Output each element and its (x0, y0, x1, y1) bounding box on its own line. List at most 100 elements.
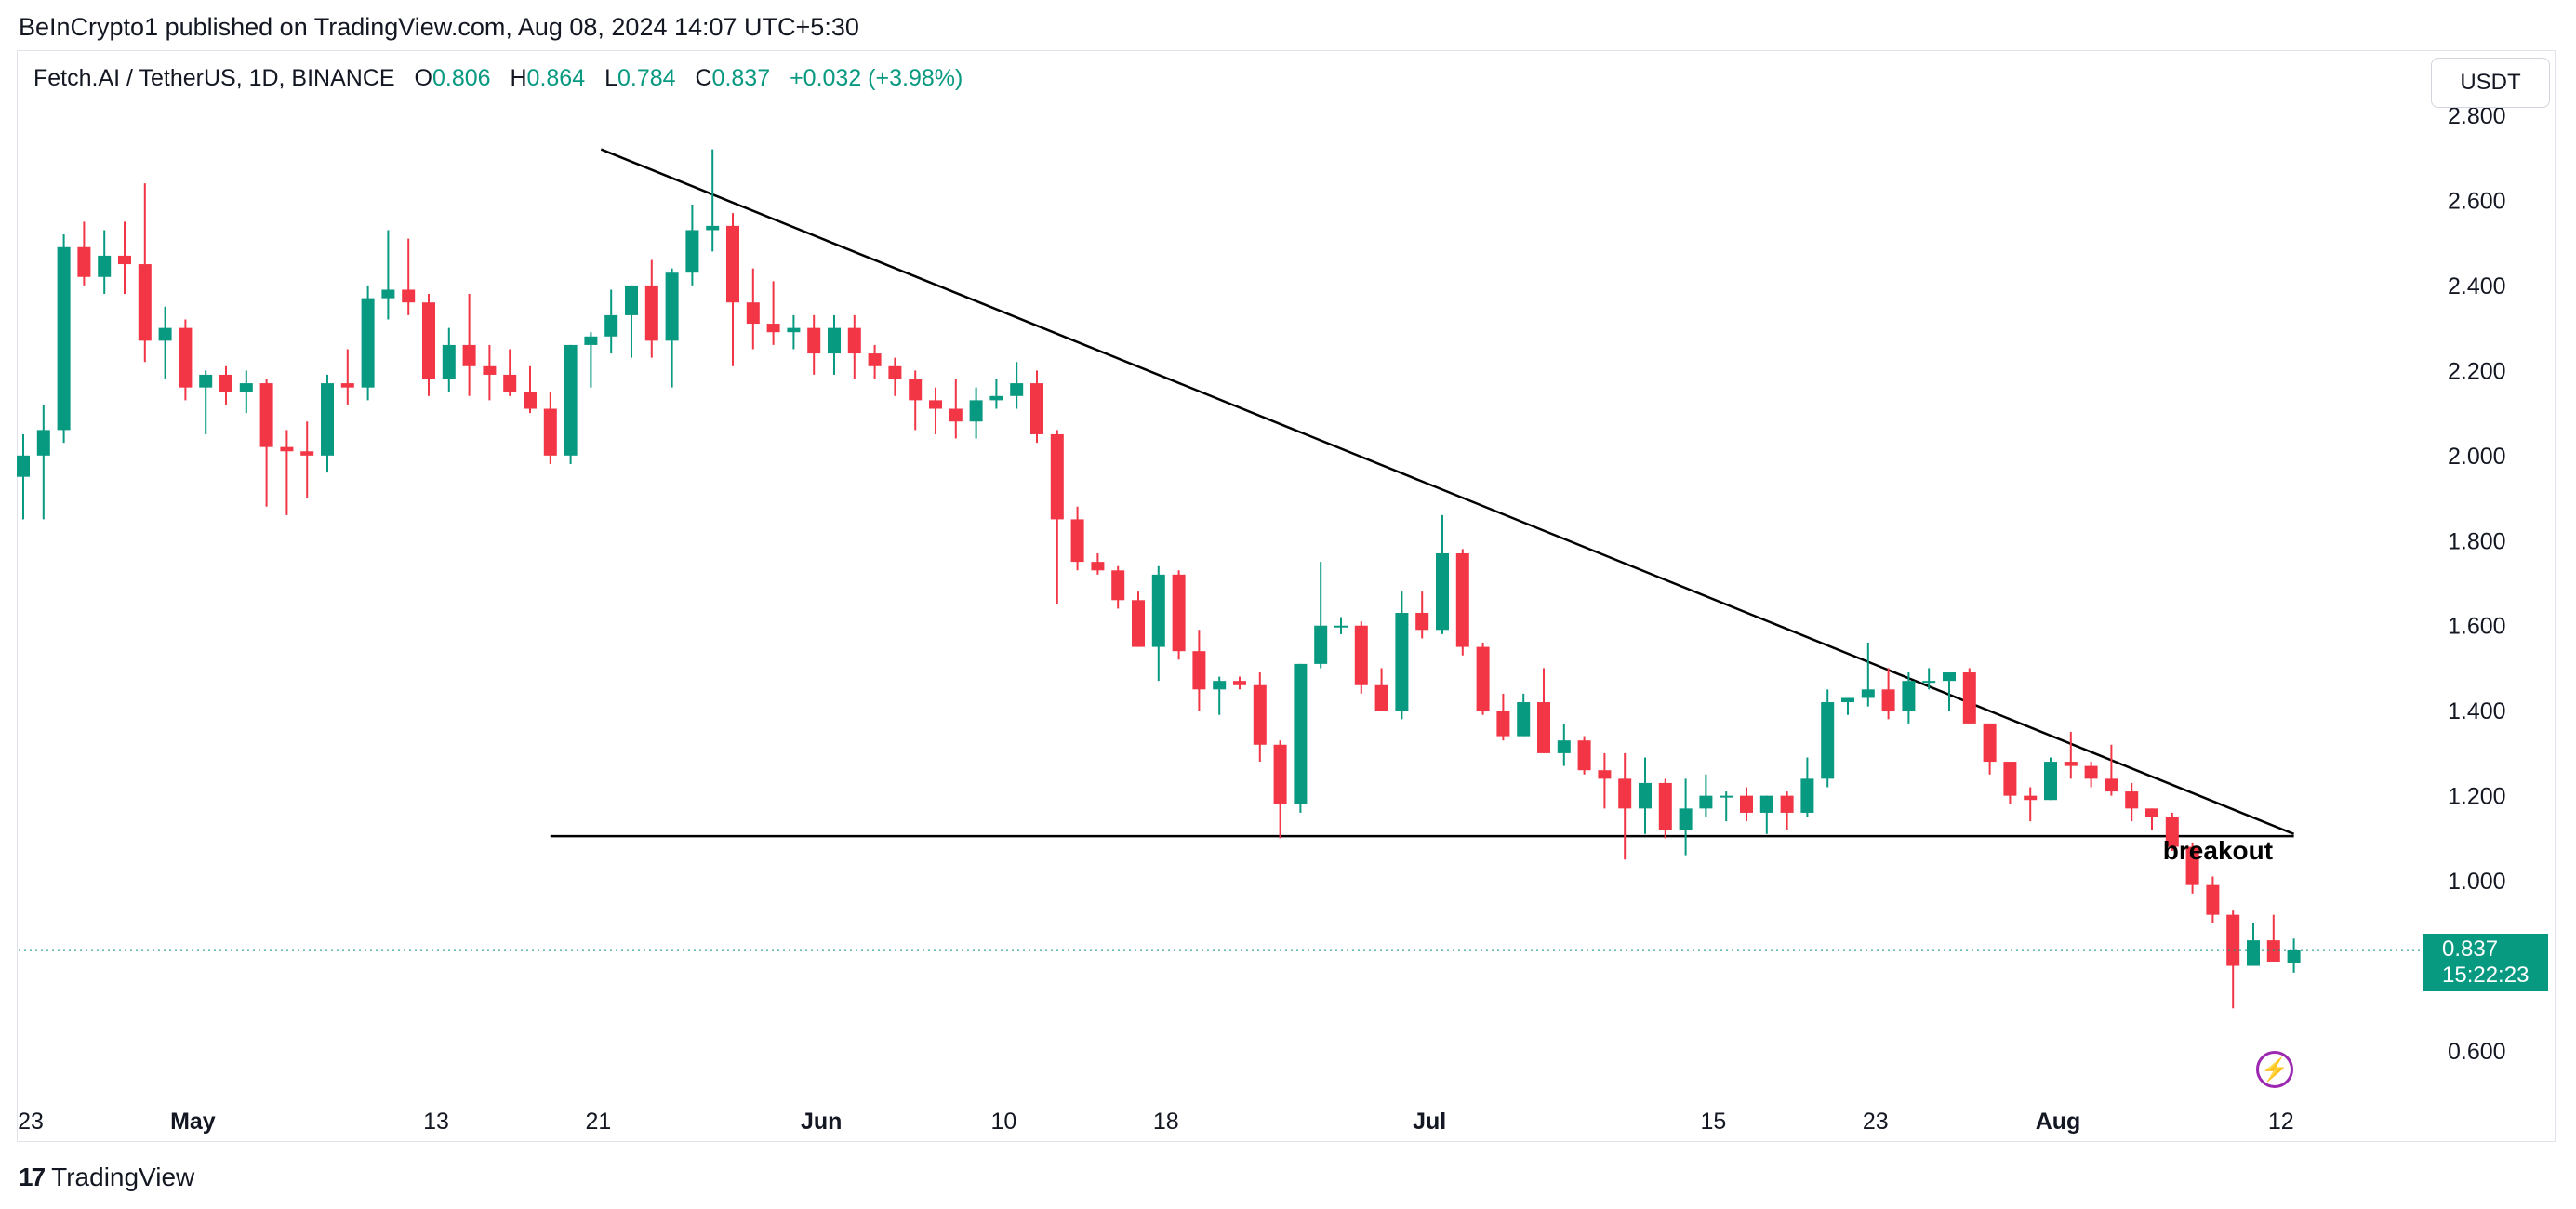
y-tick-label: 2.000 (2448, 444, 2506, 470)
candle-body (321, 383, 334, 456)
y-tick-label: 1.600 (2448, 614, 2506, 640)
candle (706, 149, 720, 252)
candle-body (1496, 711, 1510, 737)
candle (1395, 591, 1409, 720)
candle-body (361, 298, 375, 388)
candle (442, 327, 456, 392)
candle (2226, 910, 2240, 1009)
candle (1962, 668, 1976, 724)
candle (1922, 668, 1936, 690)
candle-body (929, 400, 942, 409)
candle-body (381, 289, 395, 299)
candle-body (1962, 672, 1976, 724)
candle-body (604, 314, 618, 337)
y-tick-label: 1.000 (2448, 869, 2506, 895)
candle (1436, 514, 1449, 634)
candle-body (1639, 782, 1652, 809)
symbol-label[interactable]: Fetch.AI / TetherUS, 1D, BINANCE (33, 65, 395, 91)
candle (1151, 565, 1165, 682)
candle (604, 289, 618, 354)
candle (2145, 808, 2158, 830)
candle (685, 205, 699, 286)
candle-body (969, 400, 983, 422)
candle (1841, 698, 1854, 715)
candle (1598, 752, 1612, 809)
x-tick-label: 23 (1863, 1109, 1889, 1135)
candle-body (1658, 782, 1672, 830)
y-tick-label: 1.200 (2448, 784, 2506, 810)
candle-body (1314, 625, 1328, 664)
candle-body (1273, 744, 1287, 804)
candle (2185, 842, 2199, 894)
candle-body (1151, 574, 1165, 647)
candle-body (644, 285, 658, 341)
candle (868, 344, 882, 379)
candle-body (1294, 663, 1308, 804)
candle (665, 268, 679, 388)
candle (1273, 740, 1287, 839)
candle-body (219, 374, 232, 392)
candle-body (300, 451, 314, 456)
candle-body (1436, 552, 1449, 631)
candle (98, 230, 112, 295)
candle (1902, 672, 1916, 724)
high-label: H (510, 65, 527, 91)
y-tick-label: 0.600 (2448, 1039, 2506, 1065)
tradingview-logo[interactable]: 17 TradingView (19, 1162, 194, 1192)
candle (503, 349, 517, 396)
x-tick-label: Jun (801, 1109, 842, 1135)
candle (625, 285, 638, 358)
candle-body (1881, 689, 1895, 711)
currency-button[interactable]: USDT (2431, 58, 2550, 108)
candle (1050, 430, 1064, 604)
candle (2064, 732, 2078, 779)
candle-body (442, 344, 456, 379)
candle (828, 314, 841, 375)
candle (1172, 570, 1186, 660)
candle (462, 294, 476, 396)
candle (1253, 672, 1267, 763)
candle-body (543, 408, 557, 456)
x-tick-label: 23 (18, 1109, 44, 1135)
candle (1476, 643, 1490, 715)
candle-body (787, 327, 801, 333)
candle (77, 221, 91, 286)
candle-body (1354, 625, 1368, 685)
candle (564, 344, 578, 464)
candle (57, 234, 71, 444)
candle-body (1030, 383, 1043, 434)
candle (300, 421, 314, 498)
candle (888, 357, 902, 396)
low-value: 0.784 (617, 65, 676, 91)
candle (1740, 787, 1753, 822)
candle (1658, 778, 1672, 839)
candle (179, 319, 193, 401)
candle (1618, 752, 1632, 860)
candle-body (989, 395, 1003, 401)
candle (402, 238, 416, 315)
candle-body (1922, 681, 1936, 684)
candle (909, 370, 923, 431)
candle (2287, 938, 2301, 973)
y-tick-label: 2.200 (2448, 358, 2506, 384)
candle (2105, 744, 2118, 796)
candle-body (706, 225, 720, 231)
candle (766, 281, 780, 345)
candle-body (766, 324, 780, 333)
candle-body (2125, 791, 2139, 809)
bar-countdown: 15:22:23 (2442, 963, 2530, 988)
x-tick-label: 18 (1153, 1109, 1179, 1135)
candle-body (847, 327, 861, 354)
candle (1213, 676, 1227, 715)
candle (36, 404, 50, 520)
candle-body (1213, 681, 1227, 690)
close-value: 0.837 (711, 65, 771, 91)
candle (1030, 370, 1043, 444)
candle (1233, 676, 1246, 690)
candle (1861, 643, 1875, 707)
lightning-bolt-icon[interactable]: ⚡ (2256, 1051, 2293, 1088)
candle (524, 365, 537, 414)
candle (1334, 617, 1348, 634)
candle-body (1132, 600, 1145, 647)
